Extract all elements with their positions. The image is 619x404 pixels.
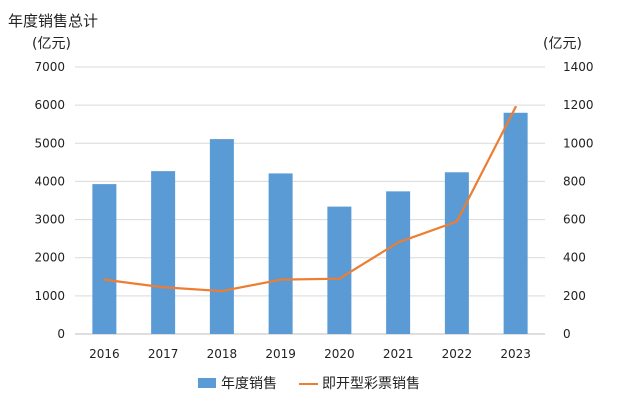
- right-axis-tick-label: 1000: [563, 136, 594, 150]
- left-axis-tick-label: 7000: [34, 60, 65, 74]
- x-axis-tick-label: 2016: [89, 347, 120, 361]
- line-point: [455, 220, 459, 223]
- line-point: [103, 278, 106, 281]
- line-point: [514, 105, 517, 109]
- line-series: [103, 105, 517, 293]
- right-axis-tick-label: 1400: [563, 60, 594, 74]
- x-axis-tick-label: 2023: [500, 347, 531, 361]
- line-point: [396, 241, 400, 244]
- right-axis-tick-label: 400: [563, 251, 586, 265]
- left-axis-tick-label: 1000: [34, 289, 65, 303]
- right-axis-tick-label: 1200: [563, 98, 594, 112]
- bar: [327, 206, 352, 334]
- line-point: [338, 277, 341, 280]
- x-axis-ticks: 2016 2017 2018 2019 2020 2021 2022 2023: [89, 347, 531, 361]
- bar: [503, 112, 528, 335]
- x-axis-tick-label: 2020: [324, 347, 355, 361]
- legend-label-bar: 年度销售: [221, 376, 277, 392]
- x-axis-tick-label: 2019: [265, 347, 296, 361]
- x-axis-tick-label: 2018: [207, 347, 238, 361]
- right-axis-unit: (亿元): [543, 36, 582, 52]
- legend-swatch-bar: [198, 378, 216, 388]
- chart-title: 年度销售总计: [8, 12, 98, 30]
- series-line: [104, 106, 517, 293]
- legend: 年度销售 即开型彩票销售: [198, 376, 420, 392]
- right-axis-tick-label: 600: [563, 213, 586, 227]
- bar: [92, 184, 117, 334]
- legend-label-line: 即开型彩票销售: [322, 376, 420, 392]
- right-axis-ticks: 0 200 400 600 800 1000 1200 1400: [563, 60, 594, 341]
- line-point: [161, 286, 165, 289]
- line-point: [279, 278, 282, 281]
- bar: [151, 171, 176, 334]
- x-axis-tick-label: 2021: [383, 347, 414, 361]
- x-axis-tick-label: 2017: [148, 347, 179, 361]
- left-axis-tick-label: 4000: [34, 174, 65, 188]
- bar: [268, 173, 293, 334]
- left-axis-tick-label: 2000: [34, 251, 65, 265]
- gridlines: [75, 66, 545, 335]
- bar-series: [92, 112, 528, 335]
- right-axis-tick-label: 200: [563, 289, 586, 303]
- left-axis-ticks: 0 1000 2000 3000 4000 5000 6000 7000: [34, 60, 65, 341]
- right-axis-tick-label: 800: [563, 174, 586, 188]
- bar: [444, 172, 469, 334]
- x-axis-tick-label: 2022: [442, 347, 473, 361]
- left-axis-tick-label: 6000: [34, 98, 65, 112]
- line-point: [220, 289, 224, 293]
- left-axis-tick-label: 5000: [34, 136, 65, 150]
- bar: [386, 191, 411, 334]
- left-axis-unit: (亿元): [32, 36, 71, 52]
- bar: [209, 139, 234, 334]
- left-axis-tick-label: 0: [57, 327, 65, 341]
- left-axis-tick-label: 3000: [34, 213, 65, 227]
- right-axis-tick-label: 0: [563, 327, 571, 341]
